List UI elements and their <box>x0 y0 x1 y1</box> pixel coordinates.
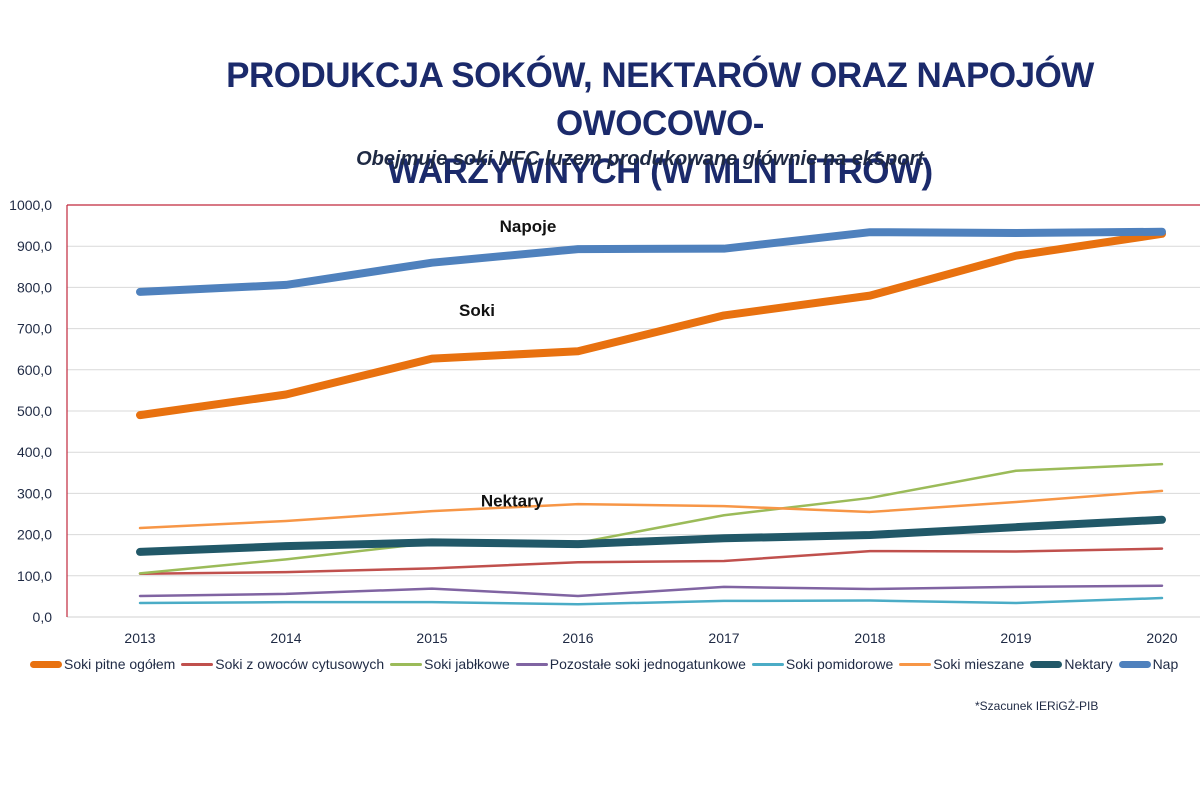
chart-legend: Soki pitne ogółem Soki z owoców cytusowyc… <box>30 656 1184 672</box>
annotations: Napoje Soki Nektary <box>459 217 556 511</box>
y-tick-label: 0,0 <box>33 609 53 625</box>
legend-label: Soki pomidorowe <box>785 656 894 672</box>
y-tick-label: 1000,0 <box>9 197 52 213</box>
y-tick-label: 500,0 <box>17 403 52 419</box>
legend-item: Soki jabłkowe <box>390 656 510 672</box>
legend-label: Nektary <box>1064 656 1113 672</box>
legend-item: Soki pomidorowe <box>751 656 894 672</box>
chart-title: PRODUKCJA SOKÓW, NEKTARÓW ORAZ NAPOJÓW O… <box>120 52 1200 196</box>
legend-swatch <box>30 660 62 668</box>
chart-subtitle: Obejmuje soki NFC luzem produkowane głów… <box>356 148 924 170</box>
series-line-soki-pomidorowe <box>138 596 1164 606</box>
annotation-napoje: Napoje <box>500 217 557 236</box>
series-line-soki-z-owocow-cytusowych <box>138 547 1164 575</box>
grid-lines <box>67 245 1200 577</box>
x-tick-label: 2015 <box>416 630 447 646</box>
y-tick-label: 200,0 <box>17 527 52 543</box>
legend-label: Soki pitne ogółem <box>64 656 176 672</box>
annotation-soki: Soki <box>459 301 495 320</box>
y-tick-label: 900,0 <box>17 238 52 254</box>
annotation-nektary: Nektary <box>481 492 544 511</box>
legend-label: Soki mieszane <box>933 656 1025 672</box>
legend-label: Soki z owoców cytusowych <box>215 656 385 672</box>
x-tick-label: 2018 <box>854 630 885 646</box>
legend-item: Soki z owoców cytusowych <box>181 656 384 672</box>
series-line-pozostale-soki-jednogatunkowe <box>138 584 1164 598</box>
y-tick-label: 100,0 <box>17 568 52 584</box>
legend-item: Soki mieszane <box>899 656 1024 672</box>
chart-title-line2: WARZYWNYCH (W MLN LITRÓW) <box>387 152 933 191</box>
legend-label: Soki jabłkowe <box>424 656 510 672</box>
legend-item: Nap <box>1118 656 1179 672</box>
legend-swatch <box>390 662 423 666</box>
legend-label: Pozostałe soki jednogatunkowe <box>549 656 746 672</box>
legend-swatch <box>181 662 214 666</box>
y-tick-label: 700,0 <box>17 321 52 337</box>
source-footnote: *Szacunek IERiGŻ-PIB <box>975 699 1099 713</box>
legend-swatch <box>1118 660 1151 668</box>
legend-item: Soki pitne ogółem <box>30 656 175 672</box>
legend-swatch <box>1030 660 1063 668</box>
series-line-soki-jablkowe <box>138 462 1164 575</box>
series-line-soki-mieszane <box>138 489 1164 530</box>
x-tick-label: 2013 <box>124 630 155 646</box>
x-tick-label: 2016 <box>562 630 593 646</box>
x-tick-label: 2017 <box>708 630 739 646</box>
legend-item: Pozostałe soki jednogatunkowe <box>515 656 746 672</box>
series-line-napoje <box>136 227 1166 296</box>
y-tick-label: 300,0 <box>17 485 52 501</box>
y-axis-ticks: 0,0 100,0 200,0 300,0 400,0 500,0 600,0 700,0 80… <box>9 197 52 625</box>
series-group <box>136 227 1166 606</box>
x-tick-label: 2020 <box>1146 630 1177 646</box>
y-tick-label: 400,0 <box>17 444 52 460</box>
legend-label: Nap <box>1152 656 1179 672</box>
series-line-nektary <box>136 515 1166 556</box>
chart-title-line1: PRODUKCJA SOKÓW, NEKTARÓW ORAZ NAPOJÓW O… <box>226 56 1094 143</box>
x-tick-label: 2014 <box>270 630 301 646</box>
plot-frame <box>66 204 1200 618</box>
legend-item: Nektary <box>1030 656 1113 672</box>
x-axis-ticks: 2013 2014 2015 2016 2017 2018 2019 2020 <box>124 630 1177 646</box>
y-tick-label: 800,0 <box>17 279 52 295</box>
y-tick-label: 600,0 <box>17 362 52 378</box>
legend-swatch <box>515 662 548 666</box>
series-line-soki-pitne-ogolem <box>136 229 1166 420</box>
legend-swatch <box>751 662 784 666</box>
x-tick-label: 2019 <box>1000 630 1031 646</box>
legend-swatch <box>899 662 932 666</box>
